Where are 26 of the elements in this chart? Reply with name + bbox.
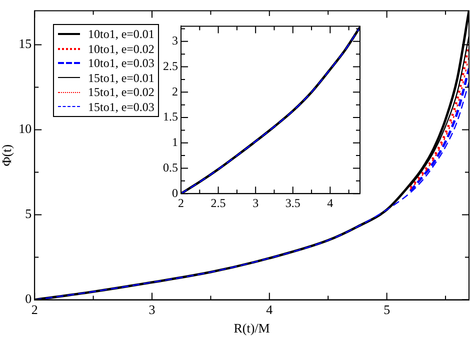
- legend-label: 15to1, e=0.02: [88, 85, 154, 100]
- x-tick-label: 4: [327, 196, 334, 210]
- y-tick-label: 1: [172, 135, 178, 150]
- y-tick-label: 0: [25, 291, 32, 306]
- y-tick-label: 0: [172, 186, 178, 200]
- x-tick-label: 3: [252, 196, 259, 210]
- legend-label: 15to1, e=0.01: [88, 70, 154, 85]
- x-tick-label: 5: [384, 302, 390, 318]
- legend-label: 10to1, e=0.02: [88, 42, 154, 56]
- y-axis-title: Φ(t): [0, 144, 14, 166]
- x-tick-label: 4: [266, 302, 274, 318]
- y-tick-label: 3: [172, 34, 178, 48]
- x-tick-label: 2.5: [210, 196, 226, 210]
- legend-label: 15to1, e=0.03: [88, 100, 154, 114]
- legend-label: 10to1, e=0.03: [88, 56, 154, 70]
- legend-label: 10to1, e=0.01: [88, 27, 154, 42]
- y-tick-label: 15: [18, 36, 32, 52]
- x-tick-label: 3: [148, 302, 156, 318]
- y-tick-label: 0.5: [163, 160, 178, 174]
- y-tick-label: 2.5: [163, 58, 178, 73]
- x-axis-title: R(t)/M: [234, 320, 270, 336]
- y-tick-label: 2: [172, 84, 178, 98]
- y-tick-label: 10: [18, 121, 32, 136]
- x-tick-label: 3.5: [285, 196, 300, 210]
- y-tick-label: 1.5: [163, 110, 178, 124]
- y-tick-label: 5: [25, 206, 32, 222]
